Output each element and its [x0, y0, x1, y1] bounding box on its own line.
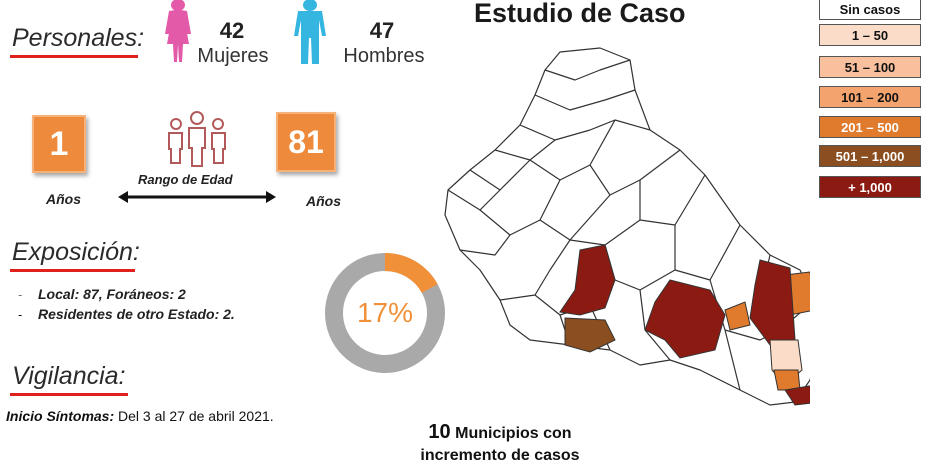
- age-min-unit: Años: [46, 191, 81, 207]
- female-icon: [165, 0, 191, 62]
- exposicion-item-residentes: Residentes de otro Estado: 2.: [38, 306, 235, 322]
- vigilancia-title: Vigilancia:: [12, 362, 126, 390]
- personales-title: Personales:: [12, 24, 145, 52]
- municipality-orange-1: [724, 301, 751, 331]
- municipalities-map: [444, 47, 810, 406]
- map-title: Estudio de Caso: [474, 0, 686, 28]
- legend-item-51-100: 51 – 100: [819, 56, 921, 78]
- age-max-value: 81: [288, 123, 324, 160]
- legend-item-101-200: 101 – 200: [819, 86, 921, 108]
- legend-item-over-1000: + 1,000: [819, 176, 921, 198]
- legend-item-201-500: 201 – 500: [819, 116, 921, 138]
- percentage-donut: 17%: [325, 253, 445, 373]
- map-footer: 10 Municipios con incremento de casos: [410, 421, 590, 467]
- exposicion-title: Exposición:: [12, 238, 140, 266]
- double-arrow-icon: [118, 191, 276, 203]
- inicio-value: Del 3 al 27 de abril 2021.: [114, 408, 274, 424]
- women-count: 42: [219, 18, 245, 43]
- municipality-mid-1: [564, 317, 616, 353]
- legend-item-sin-casos: Sin casos: [819, 0, 921, 20]
- age-max-box: 81: [276, 112, 336, 172]
- municipality-high-1: [559, 244, 616, 316]
- exposicion-underline: [10, 269, 135, 272]
- personales-underline: [10, 55, 138, 58]
- age-range-label: Rango de Edad: [138, 172, 233, 187]
- municipality-orange-3: [773, 369, 801, 391]
- inicio-sintomas: Inicio Síntomas: Del 3 al 27 de abril 20…: [6, 406, 296, 426]
- male-icon: [294, 0, 326, 64]
- age-min-box: 1: [32, 115, 86, 173]
- bullet-dash: -: [18, 287, 23, 302]
- footer-line2: incremento de casos: [420, 447, 580, 464]
- men-label: Hombres: [343, 45, 425, 67]
- municipality-high-2: [644, 279, 726, 359]
- bullet-dash: -: [18, 307, 23, 322]
- footer-number: 10: [428, 421, 451, 443]
- legend-item-1-50: 1 – 50: [819, 24, 921, 46]
- group-people-icon: [168, 111, 226, 167]
- inicio-label: Inicio Síntomas:: [6, 408, 115, 424]
- donut-percentage: 17%: [357, 297, 413, 328]
- donut-fill: [325, 253, 445, 373]
- vigilancia-underline: [10, 393, 128, 396]
- age-max-unit: Años: [306, 193, 341, 209]
- age-min-value: 1: [49, 124, 69, 163]
- municipality-high-4: [784, 385, 810, 406]
- women-label: Mujeres: [197, 45, 269, 67]
- exposicion-item-local: Local: 87, Foráneos: 2: [38, 286, 186, 302]
- men-count: 47: [369, 18, 395, 43]
- footer-line1: Municipios con: [455, 425, 572, 442]
- legend-item-501-1000: 501 – 1,000: [819, 145, 921, 167]
